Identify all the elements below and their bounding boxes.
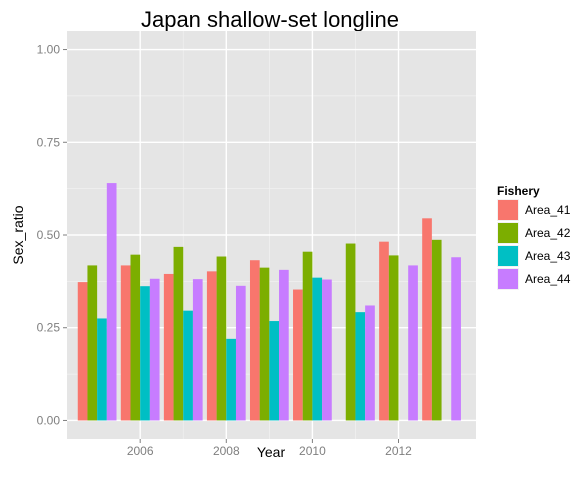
chart-title: Japan shallow-set longline — [141, 7, 399, 32]
y-tick-label: 1.00 — [37, 43, 61, 57]
bar-area-42-2011 — [345, 243, 356, 421]
bar-area-41-2005 — [77, 282, 88, 421]
x-tick-label: 2010 — [299, 444, 326, 458]
legend-title: Fishery — [497, 184, 540, 198]
bar-area-42-2008 — [216, 256, 227, 421]
bar-area-43-2010 — [312, 277, 323, 421]
bar-area-41-2008 — [206, 271, 217, 421]
y-axis-title: Sex_ratio — [10, 205, 26, 264]
legend-swatch-area-43 — [498, 246, 518, 266]
bar-area-41-2007 — [163, 273, 174, 421]
bar-area-44-2006 — [149, 278, 160, 421]
bar-area-43-2009 — [269, 321, 280, 421]
x-tick-label: 2012 — [385, 444, 412, 458]
legend-label: Area_44 — [525, 272, 571, 286]
bar-area-42-2012 — [388, 255, 399, 421]
legend-label: Area_42 — [525, 226, 571, 240]
bar-area-44-2010 — [322, 279, 332, 421]
bar-area-42-2013 — [431, 239, 442, 421]
y-tick-label: 0.50 — [37, 228, 61, 242]
bar-area-44-2005 — [106, 183, 117, 421]
bar-area-44-2007 — [192, 279, 203, 421]
bar-area-43-2011 — [355, 312, 366, 421]
legend-swatch-area-44 — [498, 269, 518, 289]
bar-area-43-2005 — [97, 318, 107, 421]
y-tick-label: 0.75 — [37, 135, 61, 149]
bar-area-44-2011 — [365, 305, 375, 421]
bar-area-42-2006 — [130, 254, 141, 421]
bar-area-44-2013 — [451, 257, 461, 421]
bar-area-42-2005 — [87, 265, 98, 421]
x-axis-title: Year — [257, 444, 286, 460]
y-tick-label: 0.00 — [37, 413, 61, 427]
legend-label: Area_43 — [525, 249, 571, 263]
legend: Fishery Area_41 Area_42 Area_43 Area_44 — [497, 184, 571, 290]
bar-area-41-2013 — [422, 218, 432, 421]
bars — [77, 183, 461, 421]
bar-area-41-2010 — [293, 289, 303, 421]
legend-label: Area_41 — [525, 203, 571, 217]
legend-swatch-area-42 — [498, 223, 518, 243]
legend-swatch-area-41 — [498, 200, 518, 220]
bar-area-43-2006 — [140, 286, 150, 421]
bar-area-42-2009 — [259, 267, 270, 421]
bar-area-41-2012 — [379, 241, 389, 421]
bar-area-44-2009 — [279, 269, 289, 421]
x-axis: 2006 2008 2010 2012 — [127, 439, 412, 458]
x-tick-label: 2008 — [213, 444, 240, 458]
bar-area-44-2008 — [235, 285, 246, 421]
bar-area-43-2008 — [226, 338, 236, 421]
y-axis: 0.00 0.25 0.50 0.75 1.00 — [37, 43, 67, 427]
bar-area-42-2010 — [302, 251, 313, 421]
y-tick-label: 0.25 — [37, 321, 61, 335]
bar-area-41-2006 — [120, 265, 131, 421]
x-tick-label: 2006 — [127, 444, 154, 458]
bar-area-42-2007 — [173, 246, 184, 421]
bar-area-43-2007 — [183, 310, 193, 421]
bar-area-44-2012 — [408, 265, 418, 421]
bar-area-41-2009 — [249, 260, 260, 421]
